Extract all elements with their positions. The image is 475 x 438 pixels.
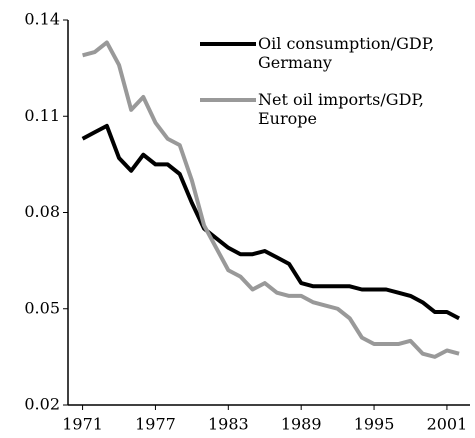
x-tick-label: 1995 — [354, 415, 395, 434]
x-tick-label: 2001 — [427, 415, 468, 434]
x-tick-label: 1977 — [135, 415, 176, 434]
y-tick-label: 0.08 — [24, 202, 60, 221]
legend-swatch — [200, 98, 256, 102]
y-tick-label: 0.11 — [24, 106, 60, 125]
x-tick-label: 1983 — [208, 415, 249, 434]
y-tick-label: 0.14 — [24, 10, 60, 29]
x-tick-label: 1989 — [281, 415, 322, 434]
series-line — [82, 40, 460, 359]
legend-label: Oil consumption/GDP, Germany — [258, 34, 435, 72]
legend-swatch — [200, 42, 256, 46]
y-tick-label: 0.02 — [24, 395, 60, 414]
series-line — [81, 123, 461, 321]
y-tick-label: 0.05 — [24, 298, 60, 317]
x-tick-label: 1971 — [62, 415, 103, 434]
legend-label: Net oil imports/GDP, Europe — [258, 90, 424, 128]
